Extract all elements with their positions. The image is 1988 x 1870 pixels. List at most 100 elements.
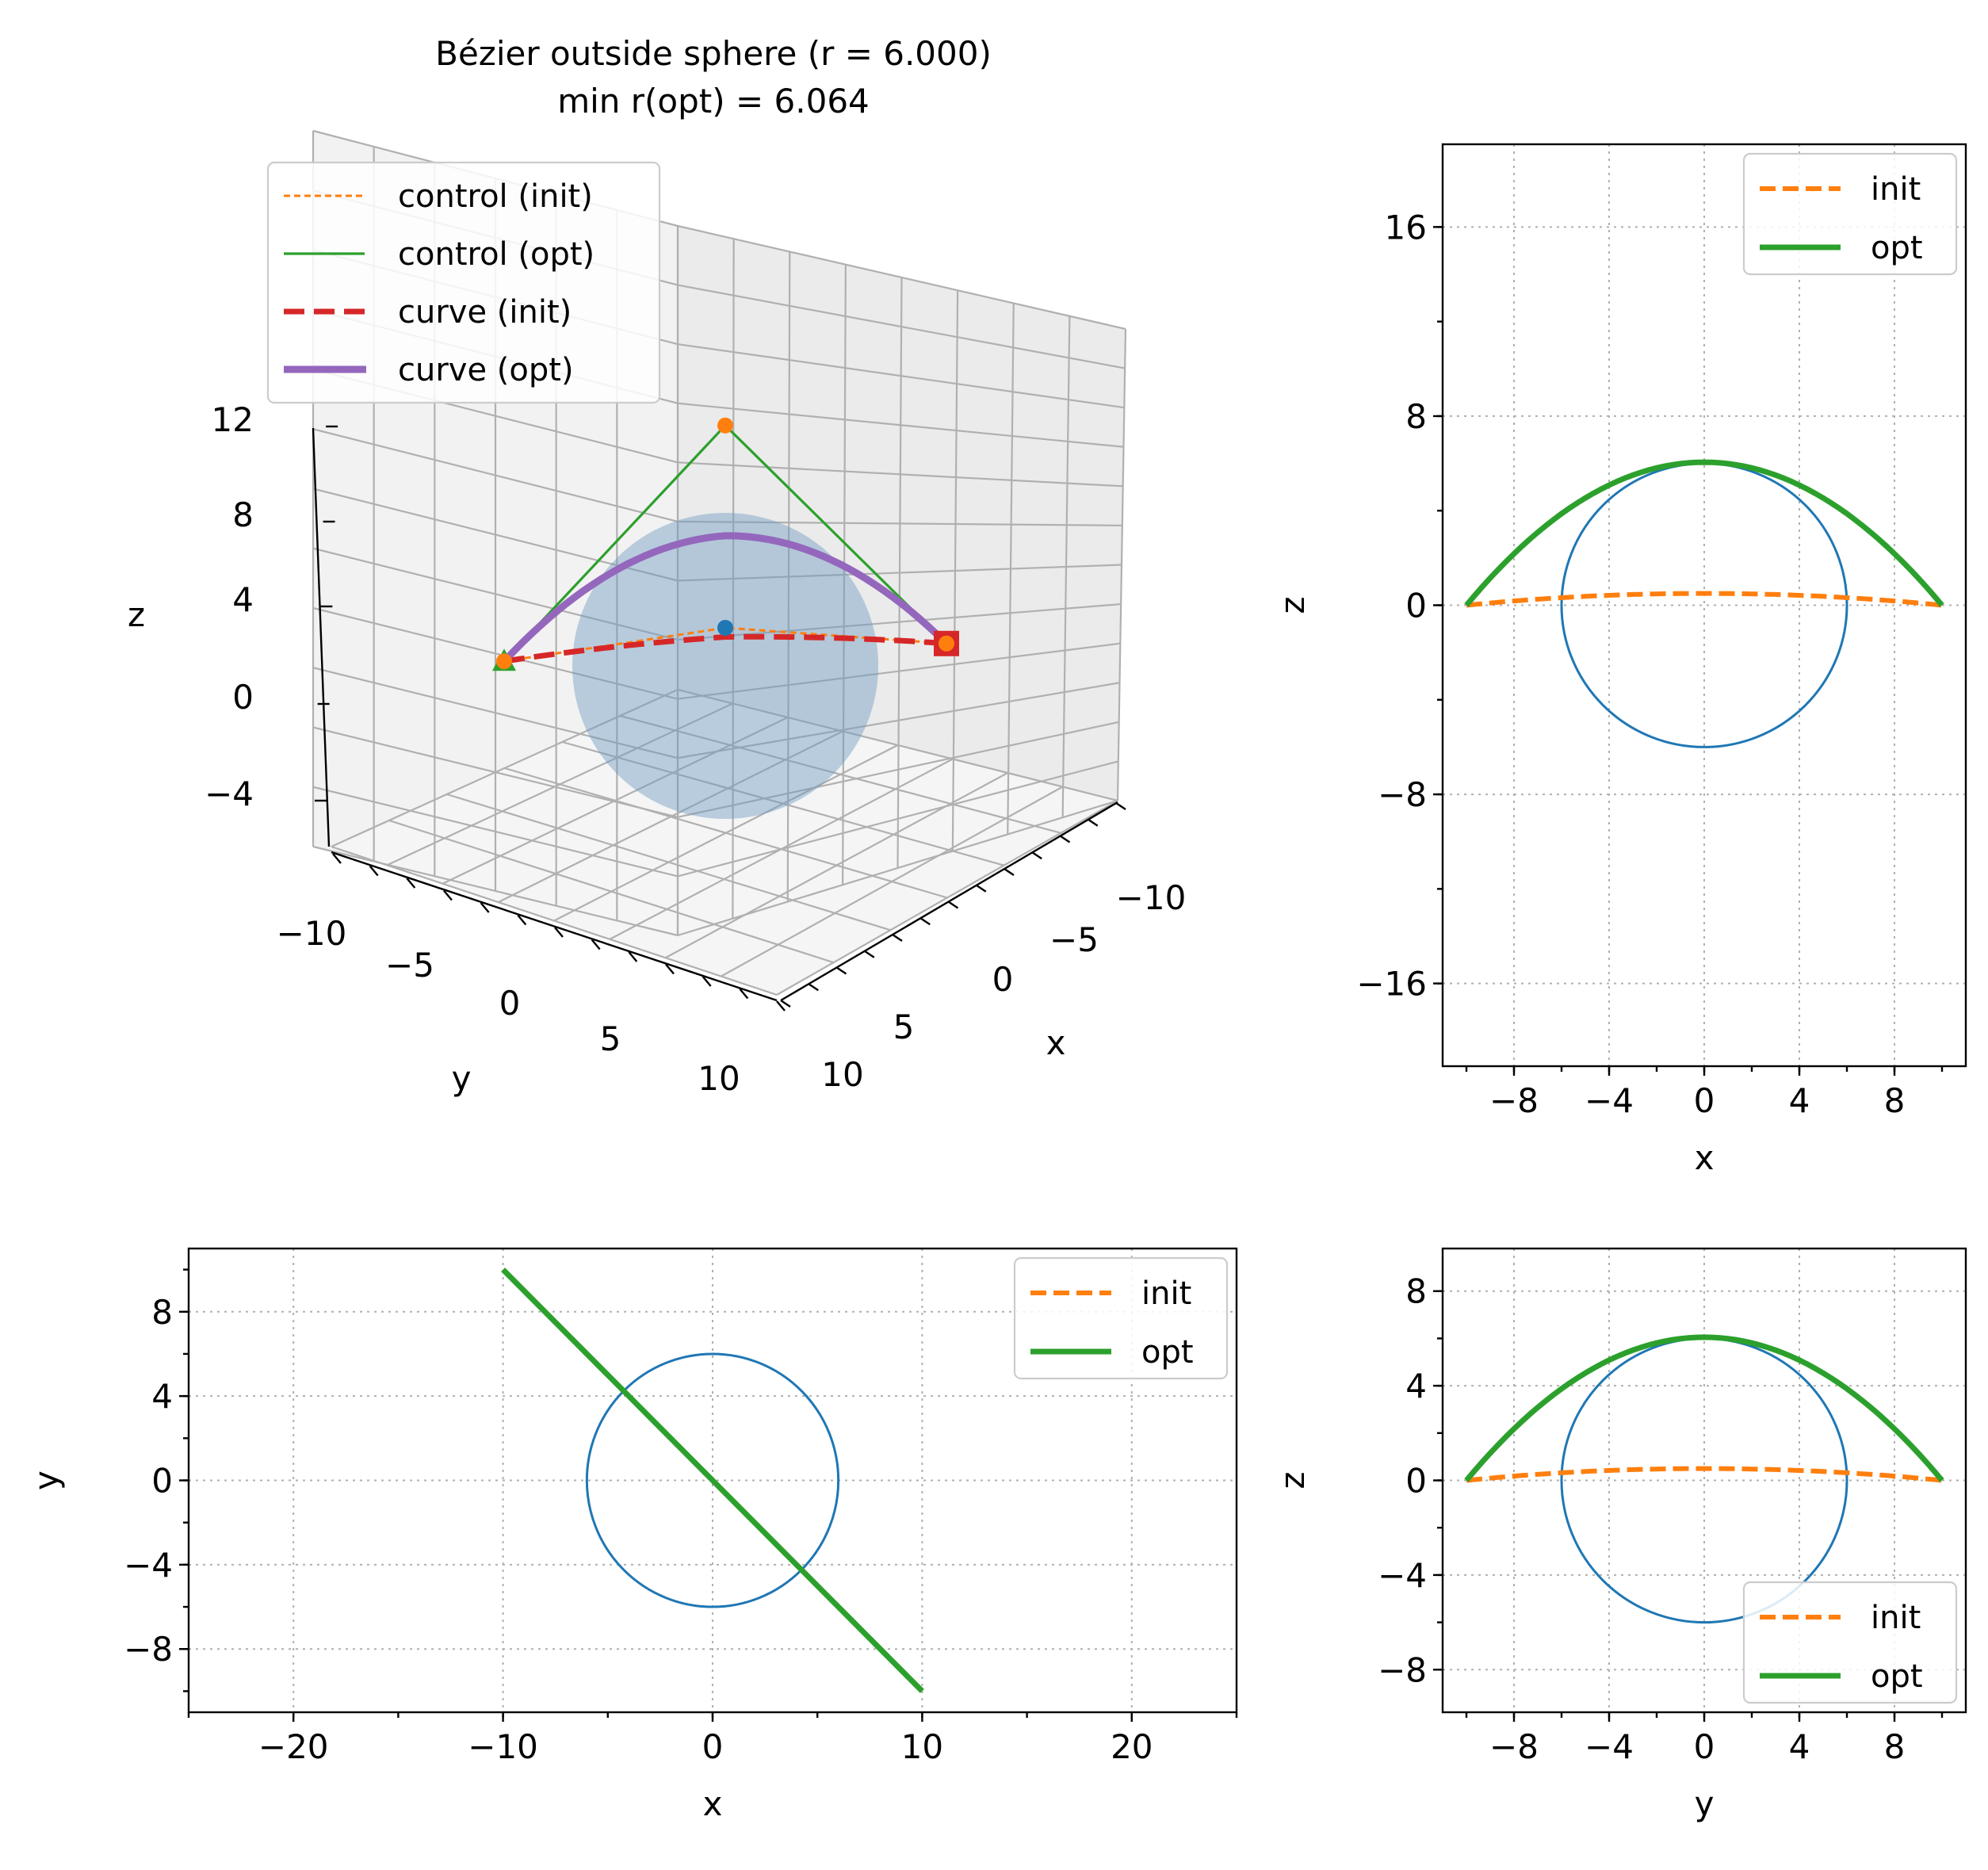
y-axis-tick bbox=[665, 963, 675, 975]
x-axis-label: x bbox=[1046, 1023, 1066, 1062]
legend-label-init: init bbox=[1871, 1600, 1921, 1636]
z-axis-line bbox=[312, 427, 331, 847]
legend-box bbox=[1742, 152, 1958, 276]
x-axis-label: x bbox=[1695, 1138, 1715, 1177]
legend-box bbox=[1742, 1581, 1958, 1704]
x-tick-label: −8 bbox=[1489, 1081, 1539, 1120]
legend: init opt bbox=[1742, 152, 1958, 276]
y-axis-label: y bbox=[27, 1470, 66, 1490]
pane-grid-line bbox=[312, 488, 679, 582]
x-tick-label: 8 bbox=[1884, 1081, 1906, 1120]
pane-grid-line bbox=[446, 793, 891, 931]
legend-label-opt: opt bbox=[1871, 1658, 1923, 1695]
y-axis-label: z bbox=[1273, 1471, 1312, 1489]
y-axis-tick bbox=[332, 853, 342, 864]
y-tick-label: −4 bbox=[124, 1546, 173, 1585]
y-tick-label: 16 bbox=[1385, 208, 1427, 247]
y-tick-label: −16 bbox=[1356, 965, 1427, 1004]
y-axis-tick bbox=[702, 976, 712, 987]
x-tick-label: −10 bbox=[468, 1727, 538, 1766]
x-axis-tick bbox=[1031, 851, 1042, 860]
x-axis-tick bbox=[1088, 818, 1099, 827]
y-tick-label: 0 bbox=[1405, 1462, 1427, 1501]
pane-grid-line bbox=[562, 740, 1004, 866]
x-axis-tick bbox=[947, 901, 959, 909]
y-axis-tick bbox=[369, 865, 379, 877]
y-axis-tick bbox=[443, 889, 453, 901]
z-axis-label: z bbox=[128, 595, 145, 634]
pane-grid-line bbox=[677, 642, 1121, 700]
y-tick-label: −5 bbox=[385, 946, 434, 985]
y-tick-label: 8 bbox=[1405, 1272, 1427, 1311]
y-tick-label: −8 bbox=[1378, 1650, 1427, 1689]
control-point-dot bbox=[939, 635, 954, 652]
legend-label-curve-init: curve (init) bbox=[398, 294, 572, 331]
axes-frame bbox=[187, 1247, 1238, 1714]
curve-init-line bbox=[503, 633, 947, 664]
y-tick-label: 8 bbox=[1405, 397, 1427, 436]
x-axis-tick bbox=[1115, 802, 1126, 810]
legend-3d: control (init) control (opt) curve (init… bbox=[266, 161, 661, 404]
legend-label-curve-opt: curve (opt) bbox=[398, 352, 574, 388]
y-axis-label: y bbox=[452, 1059, 472, 1098]
ticks-3d: −4 0 4 8 12 −10 −5 0 5 10 −10 −5 0 5 10 bbox=[205, 400, 1186, 1098]
x-tick-label: 0 bbox=[1694, 1727, 1715, 1766]
x-axis-tick bbox=[919, 917, 931, 926]
x-axis-tick bbox=[780, 1000, 791, 1008]
pane-grid-line bbox=[677, 602, 1122, 641]
x-tick-label: 10 bbox=[901, 1727, 943, 1766]
pane-grid-line bbox=[677, 284, 1126, 369]
pane-grid-line bbox=[312, 547, 679, 641]
x-tick-label: 0 bbox=[1694, 1081, 1715, 1120]
curve-opt-line bbox=[501, 532, 950, 664]
legend-label-opt: opt bbox=[1141, 1334, 1194, 1371]
legend-label-init: init bbox=[1871, 171, 1921, 208]
pane-grid-line bbox=[619, 714, 1061, 834]
y-axis-tick bbox=[517, 914, 527, 926]
legend-label-init: init bbox=[1141, 1275, 1191, 1312]
x-axis-tick bbox=[808, 983, 819, 992]
legend-3d-box bbox=[266, 161, 661, 404]
pane-grid-line bbox=[677, 760, 1119, 878]
x-tick-label: −20 bbox=[258, 1727, 329, 1766]
x-axis-tick bbox=[892, 934, 903, 942]
x-axis-label: y bbox=[1695, 1784, 1715, 1823]
z-tick-label: 8 bbox=[232, 495, 254, 534]
y-tick-label: −4 bbox=[1378, 1556, 1427, 1595]
y-tick-label: 8 bbox=[151, 1293, 173, 1332]
y-tick-label: −10 bbox=[277, 914, 347, 953]
panel-xy: −20 −10 0 10 20 −8 −4 0 4 8 x y init opt bbox=[27, 1247, 1238, 1823]
x-tick-label: 5 bbox=[893, 1008, 915, 1046]
figure-title-line1: Bézier outside sphere (r = 6.000) bbox=[435, 34, 992, 73]
pane-grid-line bbox=[331, 845, 778, 996]
pane-grid-line bbox=[677, 224, 1126, 331]
pane-grid-line bbox=[677, 520, 1122, 527]
series-line-opt bbox=[1464, 459, 1944, 607]
z-tick-label: 12 bbox=[212, 400, 254, 439]
legend: init opt bbox=[1742, 1581, 1958, 1704]
pane-grid-line bbox=[388, 819, 835, 964]
pane-grid-line bbox=[677, 688, 1118, 802]
x-axis-tick bbox=[835, 966, 847, 975]
x-tick-label: −10 bbox=[1116, 878, 1187, 917]
x-axis-tick bbox=[976, 884, 987, 893]
pane-grid-line bbox=[677, 461, 1123, 488]
figure-title-line2: min r(opt) = 6.064 bbox=[557, 82, 870, 120]
x-axis-tick bbox=[864, 950, 875, 958]
legend-label-opt: opt bbox=[1871, 230, 1923, 266]
x-axis-tick bbox=[1004, 868, 1015, 876]
series-line-init bbox=[1466, 591, 1943, 608]
x-tick-label: −4 bbox=[1585, 1081, 1634, 1120]
control-point-dot bbox=[496, 653, 512, 670]
pane-grid-line bbox=[312, 667, 679, 759]
x-tick-label: 0 bbox=[702, 1727, 724, 1766]
y-axis-tick bbox=[739, 988, 749, 1000]
y-axis-line bbox=[331, 851, 778, 1002]
x-tick-label: 0 bbox=[992, 960, 1014, 999]
x-tick-label: 8 bbox=[1884, 1727, 1906, 1766]
pane-grid-line bbox=[312, 786, 679, 878]
x-tick-label: −5 bbox=[1049, 920, 1099, 959]
x-tick-label: 10 bbox=[821, 1055, 863, 1094]
y-tick-label: 5 bbox=[600, 1019, 621, 1058]
